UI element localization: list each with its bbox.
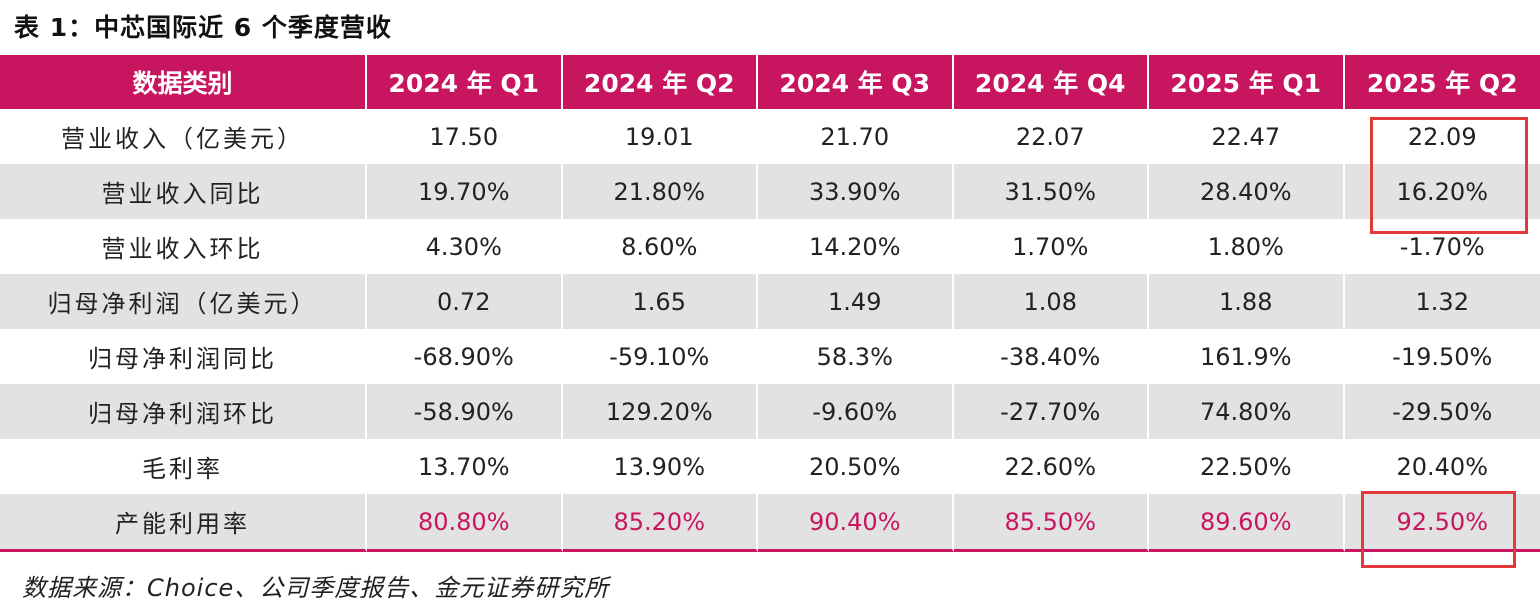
row-label: 归母净利润同比 xyxy=(0,329,367,384)
table-cell: 85.50% xyxy=(953,494,1149,552)
table-title: 表 1：中芯国际近 6 个季度营收 xyxy=(14,13,392,42)
table-cell: 74.80% xyxy=(1149,384,1345,439)
table-cell: 20.40% xyxy=(1344,439,1540,494)
column-header-2024-q3: 2024 年 Q3 xyxy=(758,55,954,109)
table-cell: 92.50% xyxy=(1344,494,1540,552)
table-cell: 19.01 xyxy=(562,109,758,164)
table-cell: -38.40% xyxy=(953,329,1149,384)
table-cell: 22.60% xyxy=(953,439,1149,494)
table-row-revenue-yoy: 营业收入同比 19.70% 21.80% 33.90% 31.50% 28.40… xyxy=(0,164,1540,219)
table-cell: -9.60% xyxy=(758,384,954,439)
table-cell: 33.90% xyxy=(758,164,954,219)
row-label: 产能利用率 xyxy=(0,494,367,552)
table-cell: 85.20% xyxy=(562,494,758,552)
table-cell: 31.50% xyxy=(953,164,1149,219)
table-cell: 1.88 xyxy=(1149,274,1345,329)
table-cell: 4.30% xyxy=(367,219,563,274)
row-label: 毛利率 xyxy=(0,439,367,494)
table-cell: 1.65 xyxy=(562,274,758,329)
revenue-table: 数据类别 2024 年 Q1 2024 年 Q2 2024 年 Q3 2024 … xyxy=(0,55,1540,552)
annotation-box-capacity-2025-q2 xyxy=(1361,491,1516,568)
table-cell: 13.70% xyxy=(367,439,563,494)
column-header-2024-q2: 2024 年 Q2 xyxy=(562,55,758,109)
row-label: 营业收入环比 xyxy=(0,219,367,274)
table-cell: 1.32 xyxy=(1344,274,1540,329)
row-label: 营业收入同比 xyxy=(0,164,367,219)
table-cell: 14.20% xyxy=(758,219,954,274)
table-cell: -27.70% xyxy=(953,384,1149,439)
table-cell: -59.10% xyxy=(562,329,758,384)
table-cell: 1.80% xyxy=(1149,219,1345,274)
row-label: 归母净利润环比 xyxy=(0,384,367,439)
table-cell: -68.90% xyxy=(367,329,563,384)
table-row-revenue-qoq: 营业收入环比 4.30% 8.60% 14.20% 1.70% 1.80% -1… xyxy=(0,219,1540,274)
table-cell: 19.70% xyxy=(367,164,563,219)
row-label: 营业收入（亿美元） xyxy=(0,109,367,164)
table-cell: 1.70% xyxy=(953,219,1149,274)
table-cell: 80.80% xyxy=(367,494,563,552)
table-cell: 21.70 xyxy=(758,109,954,164)
table-cell: 28.40% xyxy=(1149,164,1345,219)
table-row-capacity-utilization: 产能利用率 80.80% 85.20% 90.40% 85.50% 89.60%… xyxy=(0,494,1540,552)
table-cell: 1.08 xyxy=(953,274,1149,329)
table-cell: 13.90% xyxy=(562,439,758,494)
annotation-box-revenue-2025-q2 xyxy=(1370,117,1528,234)
table-cell: -1.70% xyxy=(1344,219,1540,274)
table-row-net-profit-qoq: 归母净利润环比 -58.90% 129.20% -9.60% -27.70% 7… xyxy=(0,384,1540,439)
table-row-gross-margin: 毛利率 13.70% 13.90% 20.50% 22.60% 22.50% 2… xyxy=(0,439,1540,494)
table-cell: 0.72 xyxy=(367,274,563,329)
table-row-net-profit-yoy: 归母净利润同比 -68.90% -59.10% 58.3% -38.40% 16… xyxy=(0,329,1540,384)
table-cell: 161.9% xyxy=(1149,329,1345,384)
table-row-revenue: 营业收入（亿美元） 17.50 19.01 21.70 22.07 22.47 … xyxy=(0,109,1540,164)
table-cell: -19.50% xyxy=(1344,329,1540,384)
table-cell: 8.60% xyxy=(562,219,758,274)
column-header-category: 数据类别 xyxy=(0,55,367,109)
source-note: 数据来源：Choice、公司季度报告、金元证券研究所 xyxy=(22,574,610,602)
table-cell: 16.20% xyxy=(1344,164,1540,219)
column-header-2024-q1: 2024 年 Q1 xyxy=(367,55,563,109)
column-header-2024-q4: 2024 年 Q4 xyxy=(953,55,1149,109)
row-label: 归母净利润（亿美元） xyxy=(0,274,367,329)
table-row-net-profit: 归母净利润（亿美元） 0.72 1.65 1.49 1.08 1.88 1.32 xyxy=(0,274,1540,329)
table-cell: 58.3% xyxy=(758,329,954,384)
column-header-2025-q2: 2025 年 Q2 xyxy=(1344,55,1540,109)
table-cell: 22.07 xyxy=(953,109,1149,164)
table-cell: 22.50% xyxy=(1149,439,1345,494)
column-header-2025-q1: 2025 年 Q1 xyxy=(1149,55,1345,109)
table-cell: 21.80% xyxy=(562,164,758,219)
table-cell: 20.50% xyxy=(758,439,954,494)
table-cell: 90.40% xyxy=(758,494,954,552)
table-cell: 17.50 xyxy=(367,109,563,164)
table-cell: 89.60% xyxy=(1149,494,1345,552)
table-cell: 22.47 xyxy=(1149,109,1345,164)
table-cell: 129.20% xyxy=(562,384,758,439)
table-cell: 1.49 xyxy=(758,274,954,329)
header-row: 数据类别 2024 年 Q1 2024 年 Q2 2024 年 Q3 2024 … xyxy=(0,55,1540,109)
table-cell: -29.50% xyxy=(1344,384,1540,439)
table-cell: -58.90% xyxy=(367,384,563,439)
